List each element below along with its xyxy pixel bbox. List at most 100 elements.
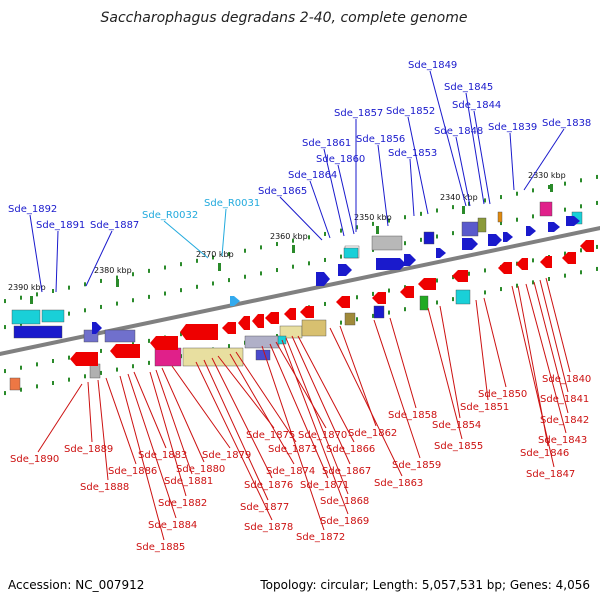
grid-dot [36,292,38,297]
gene-label-bottom: Sde_1874 [266,466,315,477]
leader-line [323,148,345,237]
grid-dot [596,244,598,249]
grid-dot [4,299,6,304]
coordinate-tick-label: 2380 kbp [94,266,132,275]
reverse-gene-arrow [418,278,436,290]
gene-label-top: Sde_R0031 [204,198,260,209]
grid-dot [260,271,262,276]
leader-line [97,379,109,481]
gene-label-bottom: Sde_1881 [164,476,213,487]
leader-line [429,70,467,207]
grid-dot [20,295,22,300]
leader-line [509,132,515,191]
gene-block [477,217,487,233]
leader-line [55,230,59,293]
leader-line [533,281,569,414]
leader-line [155,369,193,475]
reverse-gene-arrow [580,240,594,252]
grid-dot [308,261,310,266]
gene-block [497,211,503,223]
leader-line [455,136,471,207]
grid-dot [532,280,534,285]
coordinate-tick-mark [30,296,33,304]
grid-dot [116,367,118,372]
feature-track: 2390 kbp 2380 kbp 2370 kbp 2360 kbp 2350 kbp… [8,171,594,391]
gene-label-top: Sde_1865 [258,186,307,197]
grid-dot [292,264,294,269]
grid-dot [372,313,374,318]
gene-label-bottom: Sde_1879 [202,450,251,461]
grid-dot [356,317,358,322]
gene-label-bottom: Sde_1866 [326,444,375,455]
gene-label-top: Sde_1849 [408,60,457,71]
gene-label-bottom: Sde_1869 [320,516,369,527]
accession-text: Accession: NC_007912 [8,578,145,592]
leader-line [475,299,489,401]
gene-block [11,309,41,325]
gene-block [343,247,359,259]
gene-label-bottom: Sde_1859 [392,460,441,471]
reverse-gene-arrow [300,306,314,318]
forward-gene-arrow [376,258,406,270]
gene-label-bottom: Sde_1840 [542,374,591,385]
grid-dot [212,281,214,286]
leader-line [465,92,485,205]
gene-label-bottom: Sde_1843 [538,435,587,446]
grid-dot [500,221,502,226]
grid-dot [580,248,582,253]
gene-block [371,235,403,251]
forward-gene-arrow [436,248,446,258]
gene-label-bottom: Sde_1851 [460,402,509,413]
reverse-gene-arrow [516,258,528,270]
grid-dot [372,221,374,226]
grid-dot [132,298,134,303]
grid-dot [244,248,246,253]
grid-dot [148,294,150,299]
reverse-gene-arrow [498,262,512,274]
leader-line [279,196,323,241]
gene-label-bottom: Sde_1882 [158,498,207,509]
gene-label-bottom: Sde_1870 [298,430,347,441]
grid-dot [564,207,566,212]
reverse-gene-arrow [452,270,468,282]
coordinate-tick-label: 2330 kbp [528,171,566,180]
grid-dot [532,258,534,263]
gene-label-bottom: Sde_1855 [434,441,483,452]
grid-dot [484,198,486,203]
gene-label-top: Sde_1839 [488,122,537,133]
forward-gene-arrow [316,272,330,286]
grid-dot [404,307,406,312]
leader-line [235,351,297,443]
gene-label-bottom: Sde_1873 [268,444,317,455]
leader-line [473,110,491,205]
gene-label-bottom: Sde_1875 [246,430,295,441]
leader-line [483,297,507,388]
grid-dot [84,374,86,379]
leader-line [281,339,349,515]
grid-dot [324,231,326,236]
grid-dot [388,310,390,315]
gene-label-top: Sde_1861 [302,138,351,149]
grid-dot [580,270,582,275]
grid-dot [68,355,70,360]
leader-line [329,327,403,477]
gene-block [461,221,479,237]
coordinate-tick-label: 2390 kbp [8,283,46,292]
gene-block [154,347,182,367]
leader-line [291,335,351,465]
coordinate-tick-label: 2370 kbp [196,250,234,259]
grid-dot [228,278,230,283]
leader-line [439,305,461,419]
grid-dot [148,338,150,343]
gene-label-bottom: Sde_1858 [388,410,437,421]
leader-line [229,353,295,465]
gene-label-bottom: Sde_1847 [526,469,575,480]
gene-label-bottom: Sde_1889 [64,444,113,455]
leader-line [203,359,269,501]
grid-dot [468,271,470,276]
gene-label-top: Sde_1853 [388,148,437,159]
grid-dot [228,252,230,257]
grid-dot [420,237,422,242]
gene-label-top: Sde_1891 [36,220,85,231]
reverse-gene-arrow [238,316,250,330]
